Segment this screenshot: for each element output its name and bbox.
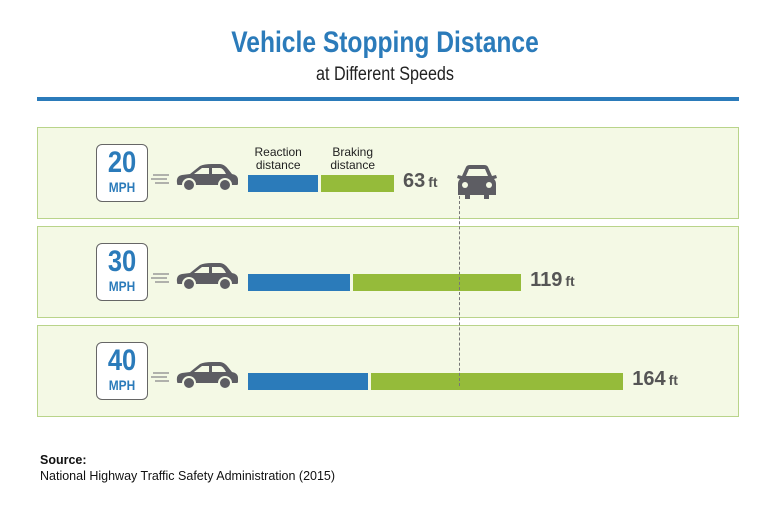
reaction-distance-bar [248,274,351,291]
braking-distance-bar [371,373,624,390]
car-side-icon [174,360,240,395]
speed-unit: MPH [108,179,136,195]
chart-title: Vehicle Stopping Distance [231,26,539,59]
speed-badge: 20 MPH [96,144,148,202]
legend-braking: Braking distance [330,145,376,172]
speed-badge: 30 MPH [96,243,148,301]
speed-value: 40 [107,344,137,377]
total-unit: ft [565,273,575,289]
speed-unit: MPH [108,278,136,294]
car-front-icon [454,164,500,205]
total-unit: ft [668,372,678,388]
total-unit: ft [428,174,438,190]
row-20-mph: 20 MPH 63 ft Reaction distance Braking dis… [37,127,739,219]
total-value: 119 [530,269,563,291]
total-value: 63 [403,170,426,192]
speed-lines-icon [151,172,171,190]
speed-lines-icon [151,370,171,388]
total-distance-label: 119 ft [530,269,575,292]
braking-distance-bar [321,175,394,192]
speed-value: 30 [107,245,137,278]
row-40-mph: 40 MPH 164 ft [37,325,739,417]
title-divider [37,97,739,101]
row-30-mph: 30 MPH 119 ft [37,226,739,318]
stopping-point-dashed-line [459,196,460,386]
legend-reaction: Reaction distance [254,145,302,172]
speed-unit: MPH [108,377,136,393]
chart-subtitle: at Different Speeds [316,64,454,85]
speed-lines-icon [151,271,171,289]
speed-value: 20 [107,146,137,179]
car-side-icon [174,261,240,296]
reaction-distance-bar [248,373,369,390]
speed-badge: 40 MPH [96,342,148,400]
reaction-distance-bar [248,175,319,192]
total-distance-label: 63 ft [403,170,438,193]
total-distance-label: 164 ft [632,368,678,391]
source-label: Source: [40,453,87,467]
total-value: 164 [632,368,666,390]
source-text: National Highway Traffic Safety Administ… [40,469,336,483]
source-note: Source: National Highway Traffic Safety … [40,452,335,484]
braking-distance-bar [353,274,522,291]
car-side-icon [174,162,240,197]
